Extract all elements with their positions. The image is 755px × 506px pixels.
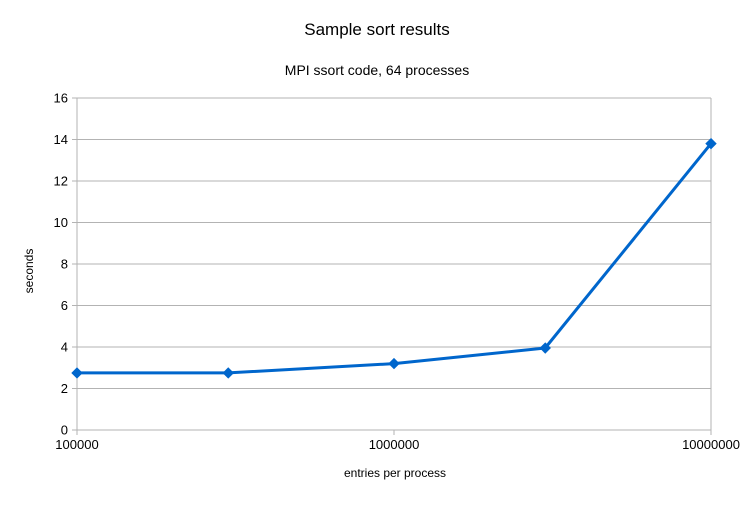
chart-subtitle: MPI ssort code, 64 processes xyxy=(285,62,469,78)
data-point-0-1 xyxy=(222,367,234,379)
series-line-0 xyxy=(77,142,713,375)
data-point-0-2 xyxy=(388,357,400,370)
y-tick-label-7: 14 xyxy=(54,132,68,147)
y-tick-label-8: 16 xyxy=(54,91,68,106)
chart-title: Sample sort results xyxy=(304,20,450,39)
y-tick-label-1: 2 xyxy=(61,381,68,396)
x-tick-label-1: 1000000 xyxy=(369,437,420,452)
tick-labels: 0 2 4 6 8 10 12 14 16 100000 1000000 10000000 xyxy=(54,91,740,453)
y-tick-label-2: 4 xyxy=(61,340,68,355)
y-tick-label-0: 0 xyxy=(61,423,68,438)
y-tick-label-5: 10 xyxy=(54,215,68,230)
data-point-0-0 xyxy=(71,367,83,379)
data-point-0-4 xyxy=(705,137,717,150)
gridlines xyxy=(77,97,711,389)
y-axis-label: seconds xyxy=(22,249,36,294)
axes xyxy=(72,97,712,435)
series xyxy=(71,137,717,379)
data-point-0-3 xyxy=(539,342,551,354)
y-tick-label-4: 8 xyxy=(61,257,68,272)
x-axis-label: entries per process xyxy=(344,466,446,480)
x-tick-label-2: 10000000 xyxy=(682,437,740,452)
x-tick-label-0: 100000 xyxy=(55,437,98,452)
y-tick-label-3: 6 xyxy=(61,298,68,313)
y-tick-label-6: 12 xyxy=(54,174,68,189)
